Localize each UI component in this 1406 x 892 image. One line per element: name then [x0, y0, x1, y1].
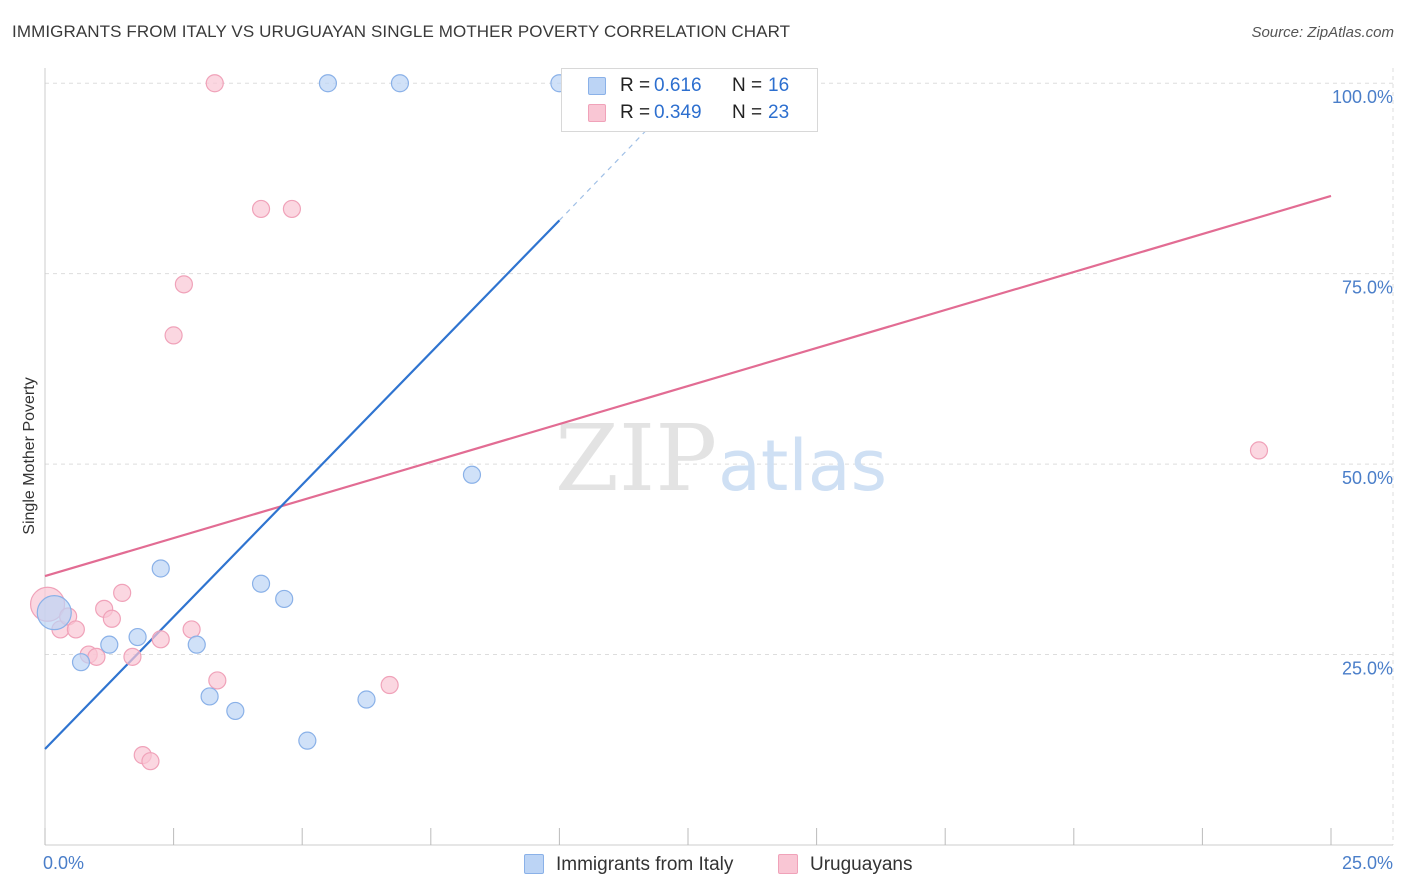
data-point-uruguayans [102, 609, 121, 628]
data-point-italy [357, 690, 376, 709]
data-point-italy [36, 595, 72, 631]
data-point-uruguayans [282, 199, 302, 219]
data-point-uruguayans [113, 583, 132, 602]
legend-n-value: 23 [768, 102, 790, 123]
data-point-uruguayans [66, 620, 85, 639]
legend-swatch-uruguayans [778, 854, 798, 874]
data-point-italy [390, 74, 410, 93]
legend-r-value: 0.616 [654, 75, 702, 96]
tick-labels: 25.0% 50.0% 75.0% 100.0% 0.0% 25.0% [43, 87, 1393, 873]
legend-label-italy: Immigrants from Italy [556, 854, 734, 875]
data-point-italy [298, 731, 317, 750]
data-point-italy [151, 559, 170, 578]
source-label: Source: ZipAtlas.com [1251, 24, 1394, 41]
data-point-uruguayans [380, 675, 399, 695]
watermark-zip: ZIP [555, 405, 717, 512]
y-tick-label: 100.0% [1332, 87, 1393, 107]
stats-legend: R = 0.616 N = 16 R = 0.349 N = 23 [561, 68, 818, 132]
data-point-uruguayans [123, 647, 142, 666]
data-point-italy [200, 687, 219, 706]
y-tick-label: 75.0% [1342, 278, 1393, 298]
x-tick-label: 0.0% [43, 853, 84, 873]
data-point-uruguayans [208, 671, 227, 690]
legend-label-uruguayans: Uruguayans [810, 854, 913, 875]
y-axis-label: Single Mother Poverty [21, 377, 38, 534]
data-point-italy [187, 635, 206, 654]
legend-swatch-uruguayans [588, 104, 606, 122]
data-point-italy [462, 465, 482, 484]
data-point-italy [275, 589, 294, 609]
axes [44, 68, 1393, 846]
watermark: ZIP atlas [555, 405, 887, 512]
series-legend: Immigrants from Italy Uruguayans [0, 852, 1406, 878]
y-tick-label: 25.0% [1342, 659, 1393, 679]
data-point-italy [128, 627, 147, 647]
data-point-italy [71, 653, 91, 672]
data-point-italy [318, 74, 338, 93]
data-point-italy [251, 574, 271, 593]
x-tick-label: 25.0% [1342, 853, 1393, 873]
legend-r-value: 0.349 [654, 102, 702, 123]
y-tick-label: 50.0% [1342, 468, 1393, 488]
watermark-atlas: atlas [718, 425, 887, 507]
data-point-italy [100, 635, 119, 654]
data-point-uruguayans [205, 74, 224, 93]
trend-line-italy-extension [558, 102, 673, 221]
legend-swatch-italy [588, 77, 606, 95]
legend-r-label: R = [620, 102, 651, 123]
chart-title: IMMIGRANTS FROM ITALY VS URUGUAYAN SINGL… [12, 22, 791, 41]
data-point-uruguayans [141, 752, 160, 771]
data-point-uruguayans [151, 630, 170, 649]
legend-r-label: R = [620, 75, 651, 96]
data-point-uruguayans [1249, 441, 1269, 460]
data-point-uruguayans [174, 275, 193, 294]
data-point-uruguayans [87, 647, 106, 666]
legend-n-label: N = [732, 102, 763, 123]
data-point-uruguayans [251, 199, 271, 219]
grid-lines [45, 68, 1394, 845]
trend-line-italy [44, 219, 561, 750]
legend-n-label: N = [732, 75, 763, 96]
trend-line-uruguayans [44, 194, 1332, 578]
data-point-uruguayans [164, 326, 183, 345]
data-point-italy [226, 701, 245, 721]
data-point-uruguayans [182, 620, 201, 639]
legend-n-value: 16 [768, 75, 790, 96]
legend-swatch-italy [524, 854, 544, 874]
